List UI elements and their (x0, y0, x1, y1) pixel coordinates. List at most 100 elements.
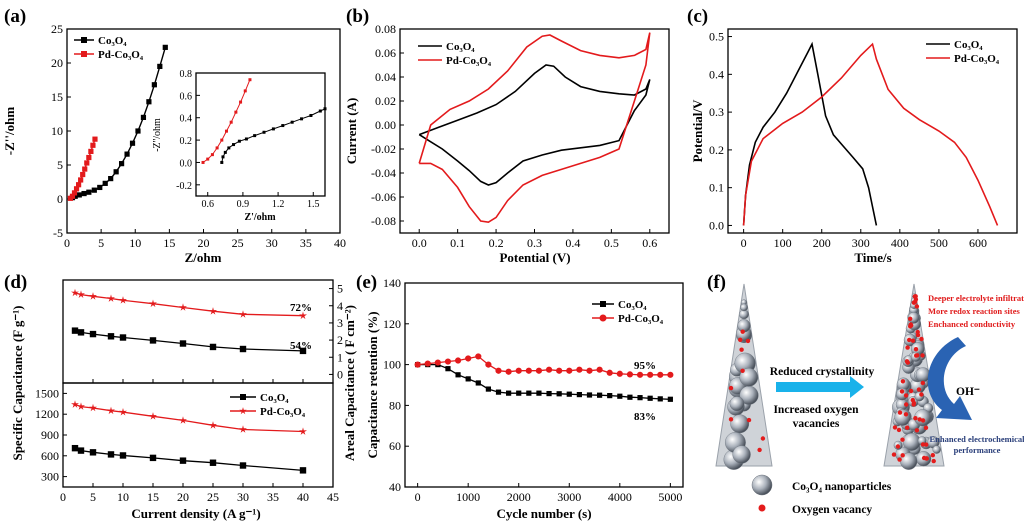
panel-e-tag: (e) (356, 272, 377, 293)
data-point (81, 190, 87, 197)
series-line (74, 403, 304, 433)
data-point (506, 390, 512, 396)
y-tick-label: 0.8 (180, 69, 193, 80)
data-point (77, 402, 85, 410)
legend-b-label: Co₃O₄ (446, 41, 475, 53)
oxygen-vacancy-dot (745, 338, 751, 344)
legend-b-label: Pd-Co₃O₄ (446, 55, 492, 67)
x-tick-label: 35 (300, 236, 312, 250)
y-right-tick-label: 0 (337, 367, 343, 381)
oxygen-vacancy-dot (757, 447, 762, 453)
data-point (636, 371, 644, 378)
data-point (525, 367, 532, 374)
x-tick-label: 0.6 (642, 236, 657, 250)
x-tick-label: 0.3 (527, 236, 542, 250)
y-tick-label: 0.0 (709, 218, 724, 232)
data-point (485, 386, 491, 392)
nanoparticle (740, 303, 748, 312)
data-point (108, 176, 114, 182)
legend-c-label: Co₃O₄ (954, 39, 983, 51)
y-tick-label: 0.04 (375, 70, 396, 84)
legend-particle-label: Co₃O₄ nanoparticles (792, 481, 892, 493)
oxygen-vacancy-dot (891, 452, 897, 457)
x-tick-label: 200 (813, 236, 831, 250)
data-point (72, 193, 78, 199)
inset-data-point (262, 130, 266, 134)
data-point (92, 136, 98, 142)
data-point (119, 334, 127, 341)
x-tick-label: 400 (891, 236, 909, 250)
oxygen-vacancy-dot (908, 316, 913, 321)
panel-d-ylabel: Specific Capacitance (F g⁻¹) (10, 305, 25, 460)
y-tick-label: 0.5 (709, 30, 724, 44)
data-point (107, 406, 115, 415)
legend-particle-icon (751, 474, 773, 496)
x-tick-label: 15 (147, 490, 159, 504)
gcd-curve (742, 42, 999, 226)
process-arrow (776, 376, 864, 398)
data-point (78, 177, 84, 183)
x-tick-label: 25 (207, 490, 219, 504)
data-point (149, 454, 157, 462)
panel-c-xlabel: Time/s (854, 250, 891, 265)
data-point (556, 367, 563, 374)
oxygen-vacancy-dot (908, 388, 914, 394)
x-tick-label: 40 (297, 490, 309, 504)
y-right-tick-label: 1 (337, 350, 343, 364)
data-point (576, 366, 583, 373)
annotation-pd-retention: 72% (290, 302, 312, 314)
data-point (179, 303, 187, 311)
legend-a-label: Co₃O₄ (98, 35, 127, 47)
inset-data-point (220, 138, 224, 142)
y-tick-label: -0.06 (371, 190, 396, 204)
data-point (455, 372, 461, 378)
inset-data-point (201, 160, 205, 164)
inset-data-point (210, 153, 214, 157)
oxygen-vacancy-dot (739, 347, 744, 352)
cv-curve (418, 32, 651, 224)
data-point (576, 391, 582, 398)
y-tick-label: 0.3 (709, 105, 724, 119)
data-point (107, 294, 115, 302)
data-point (299, 467, 307, 474)
y-tick-label: 140 (383, 276, 401, 290)
y-tick-label: 0.2 (180, 136, 193, 147)
inset-data-point (309, 113, 313, 117)
oxygen-vacancy-dot (924, 442, 929, 447)
inset-data-point (232, 143, 236, 147)
oxygen-vacancy-dot (905, 360, 910, 365)
inset-data-point (253, 134, 257, 138)
oxygen-vacancy-dot (914, 304, 920, 309)
data-point (86, 189, 92, 195)
inset-data-point (248, 78, 252, 82)
y-tick-label: 10 (51, 124, 63, 138)
data-point (84, 160, 90, 166)
data-point (667, 396, 673, 402)
oxygen-vacancy-dot (924, 456, 929, 461)
data-point (129, 140, 136, 146)
legend-e-label: Co₃O₄ (618, 299, 647, 311)
data-point (82, 166, 88, 172)
data-point (71, 327, 79, 334)
oxygen-vacancy-dot (740, 329, 745, 334)
panel-c-tag: (c) (687, 6, 708, 27)
data-point (556, 391, 562, 397)
data-point (617, 393, 623, 399)
data-point (597, 392, 603, 398)
y-right-tick-label: 3 (337, 316, 343, 330)
x-tick-label: 0.4 (565, 236, 580, 250)
data-point (657, 371, 664, 378)
y-tick-label: -0.02 (371, 142, 396, 156)
data-point (299, 427, 307, 435)
data-point (647, 395, 653, 401)
y-tick-label: 25 (51, 22, 63, 36)
oxygen-vacancy-dot (900, 453, 905, 458)
data-point (596, 366, 603, 373)
data-point (149, 412, 157, 420)
y-tick-label: 0 (57, 192, 63, 206)
y-tick-label: 900 (41, 428, 59, 442)
cv-curve (418, 64, 651, 186)
inset-ylabel: -Z''/ohm (152, 118, 163, 152)
oxygen-vacancy-dot (920, 380, 925, 386)
